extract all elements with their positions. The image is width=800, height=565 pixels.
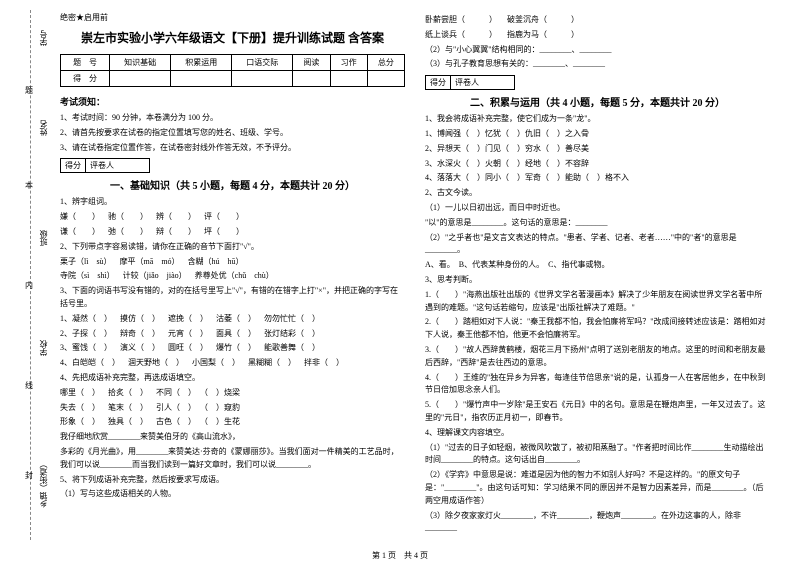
side-char: 本 [25,180,33,191]
section1-title: 一、基础知识（共 5 小题，每题 4 分，本题共计 20 分） [60,177,405,192]
score-table: 题 号 知识基础 积累运用 口语交际 阅读 习作 总分 得 分 [60,54,405,87]
score-box-2: 得分 评卷人 [425,75,515,90]
notice-list: 1、考试时间：90 分钟，本卷满分为 100 分。 2、请首先按要求在试卷的指定… [60,112,405,154]
right-top-content: 卧薪尝胆（ ） 破釜沉舟（ ） 纸上谈兵（ ） 指鹿为马（ ） （2）与"小心翼… [425,14,770,71]
page-footer: 第 1 页 共 4 页 [0,550,800,561]
side-label-number: 学号 [38,30,49,46]
side-char: 内 [25,280,33,291]
exam-title: 崇左市实验小学六年级语文【下册】提升训练试题 含答案 [60,29,405,46]
section2-content: 1、我会将成语补充完整，使它们成为一条"龙"。 1、博闻强（ ）忆犹（ ）仇旧（… [425,113,770,535]
side-label-name: 姓名 [38,120,49,136]
side-char: 题 [25,85,33,96]
side-label-town: 乡镇（街道） [38,460,49,508]
side-label-school: 学校 [38,340,49,356]
section1-content: 1、辨字组词。 嫌（ ）驰（ ）辨（ ）评（ ） 谦（ ）弛（ ）辩（ ）坪（ … [60,196,405,501]
side-char: 封 [25,470,33,481]
notice-title: 考试须知： [60,95,405,108]
side-char: 线 [25,380,33,391]
score-box: 得分 评卷人 [60,158,150,173]
section2-title: 二、积累与运用（共 4 小题，每题 5 分，本题共计 20 分） [425,94,770,109]
secret-tag: 绝密★启用前 [60,12,405,23]
side-label-class: 班级 [38,230,49,246]
